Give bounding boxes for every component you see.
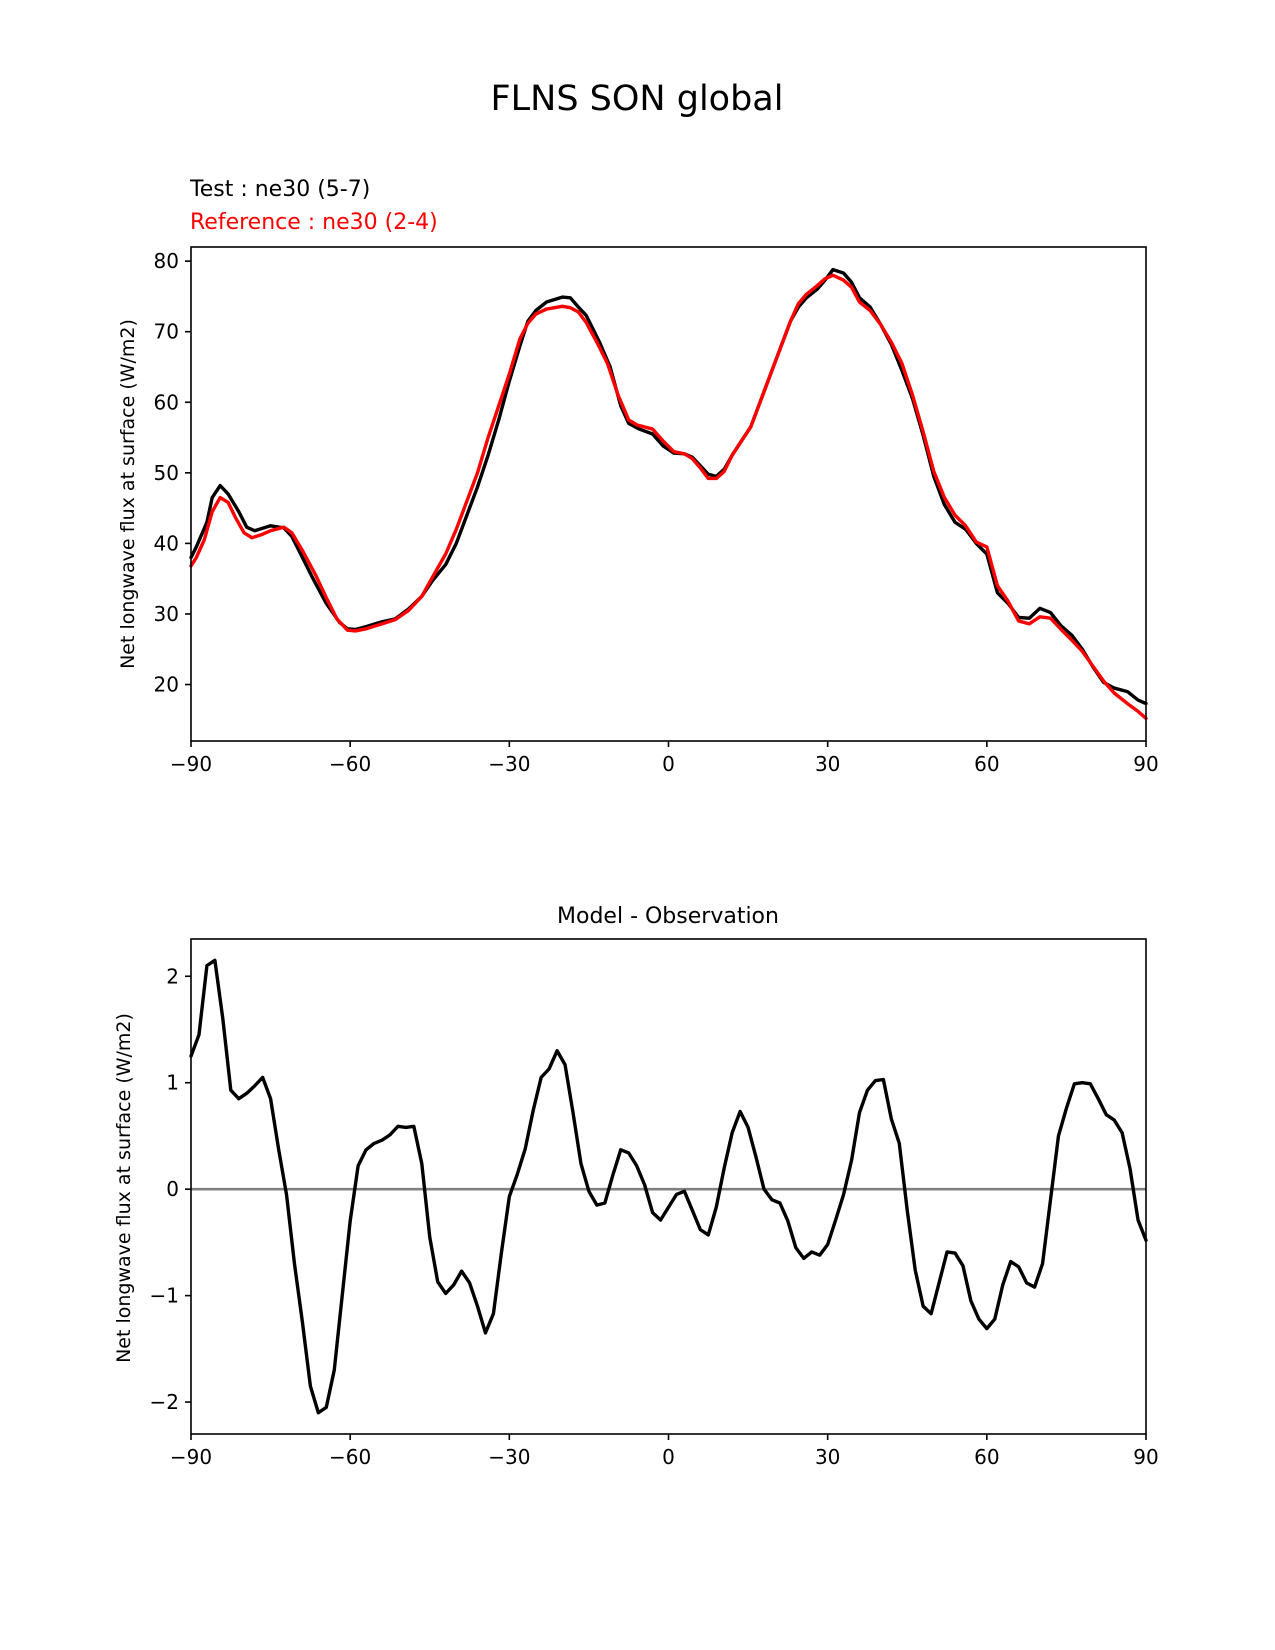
bottom-x-tick-label: −90 [170, 1445, 212, 1469]
top-y-axis-label: Net longwave flux at surface (W/m2) [117, 319, 139, 669]
top-x-tick-label: −90 [170, 752, 212, 776]
bottom-y-tick-label: 2 [166, 964, 179, 988]
bottom-panel-title: Model - Observation [557, 904, 779, 929]
bottom-x-tick-label: 90 [1133, 1445, 1158, 1469]
top-y-tick-label: 70 [154, 320, 179, 344]
figure-title: FLNS SON global [491, 79, 784, 119]
bottom-y-tick-label: −2 [150, 1390, 179, 1414]
bottom-x-tick-label: 30 [815, 1445, 840, 1469]
top-y-tick-label: 30 [154, 602, 179, 626]
top-plot-area: −90 −60 −30 0 30 60 90 20 30 40 50 60 70 80 [154, 246, 1159, 776]
bottom-series-line-0 [189, 958, 1148, 1415]
top-axes-frame [190, 246, 1147, 742]
bottom-y-tick-label: −1 [150, 1284, 179, 1308]
bottom-x-tick-label: −30 [488, 1445, 530, 1469]
reference-label: Reference : ne30 (2-4) [190, 210, 438, 235]
bottom-panel: Model - Observation Net longwave flux at… [113, 904, 1159, 1469]
top-panel: Test : ne30 (5-7) Reference : ne30 (2-4)… [117, 177, 1159, 776]
top-y-tick-label: 80 [154, 249, 179, 273]
bottom-y-tick-label: 0 [166, 1177, 179, 1201]
bottom-y-axis-label: Net longwave flux at surface (W/m2) [113, 1013, 135, 1363]
test-label: Test : ne30 (5-7) [189, 177, 370, 202]
bottom-x-tick-label: 0 [662, 1445, 675, 1469]
top-y-tick-label: 60 [154, 390, 179, 414]
top-x-tick-label: −60 [329, 752, 371, 776]
top-x-tick-label: −30 [488, 752, 530, 776]
top-series-line-1 [189, 273, 1148, 721]
bottom-plot-area: −90 −60 −30 0 30 60 90 −2 −1 0 1 2 [150, 938, 1159, 1469]
top-x-tick-label: 0 [662, 752, 675, 776]
top-y-tick-label: 50 [154, 461, 179, 485]
bottom-y-tick-label: 1 [166, 1071, 179, 1095]
top-x-tick-label: 60 [974, 752, 999, 776]
bottom-x-tick-label: −60 [329, 1445, 371, 1469]
top-y-tick-label: 40 [154, 531, 179, 555]
top-series-line-0 [189, 267, 1148, 706]
top-x-tick-label: 90 [1133, 752, 1158, 776]
top-x-tick-label: 30 [815, 752, 840, 776]
top-y-tick-label: 20 [154, 673, 179, 697]
bottom-x-tick-label: 60 [974, 1445, 999, 1469]
